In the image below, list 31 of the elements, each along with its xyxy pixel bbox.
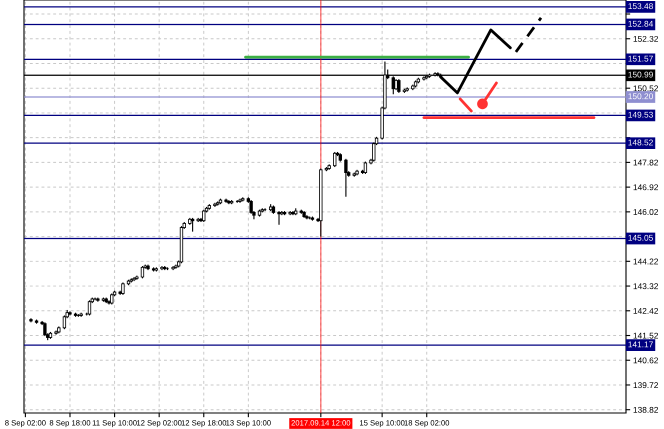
ref-line-label: 150.20 bbox=[628, 93, 653, 100]
y-tick-label: 144.22 bbox=[634, 258, 658, 264]
y-tick-label: 146.02 bbox=[634, 209, 658, 215]
y-tick-label: 147.82 bbox=[634, 160, 658, 166]
ref-line-label: 148.52 bbox=[628, 140, 653, 146]
candlestick bbox=[344, 158, 348, 198]
y-tick-label: 152.32 bbox=[634, 36, 658, 42]
y-tick-label: 143.32 bbox=[634, 283, 658, 290]
y-tick-label: 150.52 bbox=[634, 85, 658, 92]
candlestick bbox=[190, 217, 194, 232]
y-tick-label: 142.42 bbox=[634, 308, 658, 314]
y-tick-label: 140.62 bbox=[634, 357, 658, 364]
y-tick-label: 146.92 bbox=[634, 184, 658, 190]
ref-line-label: 141.17 bbox=[628, 342, 653, 348]
ref-line-label: 145.05 bbox=[628, 234, 653, 241]
ref-line-label: 152.84 bbox=[628, 20, 654, 27]
candlestick bbox=[364, 161, 368, 174]
y-tick-label: 141.52 bbox=[634, 332, 658, 339]
candlestick bbox=[397, 78, 401, 94]
candlestick bbox=[110, 292, 114, 306]
ref-line-label: 150.99 bbox=[628, 72, 653, 78]
candlestick bbox=[202, 209, 206, 223]
candlestick bbox=[121, 282, 125, 296]
candlestick bbox=[140, 265, 144, 279]
ref-line-label: 153.48 bbox=[628, 3, 653, 10]
ref-line-label: 149.53 bbox=[628, 112, 653, 118]
ref-line-label: 151.57 bbox=[628, 56, 653, 62]
y-tick-label: 139.72 bbox=[634, 382, 658, 388]
candlestick bbox=[43, 322, 47, 337]
y-tick-label: 138.82 bbox=[634, 406, 658, 413]
candlestick bbox=[333, 151, 336, 168]
